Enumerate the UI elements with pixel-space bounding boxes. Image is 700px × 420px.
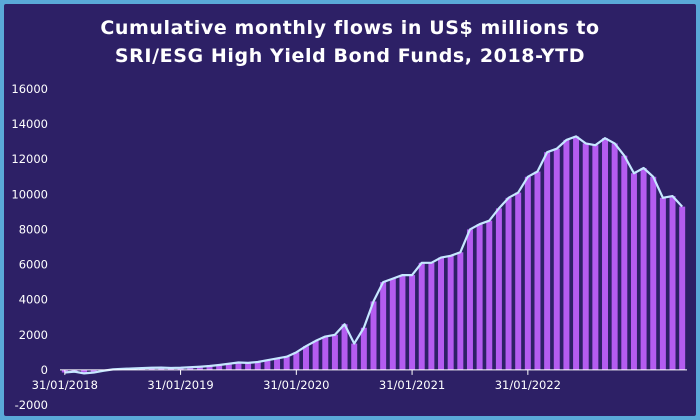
bar-2 [81,369,88,374]
bar-29 [341,324,348,370]
chart-plot: -2000 0 2000 4000 6000 8000 10000 12000 14000 160… [11,82,687,412]
y-tick-label: 0 [41,363,48,377]
bar-42 [466,229,473,370]
bar-44 [486,220,493,370]
bar-20 [254,361,261,370]
x-tick-label: 31/01/2021 [379,378,445,392]
bar-38 [428,262,435,370]
bar-3 [90,369,97,373]
y-axis-ticks: -2000 0 2000 4000 6000 8000 10000 12000 14000 160… [11,82,48,412]
x-tick-label: 31/01/2018 [32,378,98,392]
y-tick-label: 10000 [11,187,48,201]
bar-31 [360,327,367,370]
chart-title: Cumulative monthly flows in US$ millions… [4,14,696,70]
y-tick-label: 2000 [19,328,48,342]
bar-24 [293,352,300,370]
bar-64 [679,206,686,370]
bar-17 [225,363,232,370]
series-line [64,135,683,375]
bar-55 [592,145,599,370]
bar-21 [264,360,271,370]
bar-37 [418,262,425,370]
bar-28 [331,334,338,370]
bar-39 [438,257,445,370]
bar-51 [553,148,560,370]
bar-50 [544,152,551,370]
bar-23 [283,356,290,370]
bar-19 [245,362,252,370]
y-tick-label: 4000 [19,293,48,307]
bar-46 [505,197,512,370]
bar-53 [573,136,580,370]
bar-18 [235,362,242,370]
chart-frame: Cumulative monthly flows in US$ millions… [4,4,696,416]
bar-52 [563,139,570,370]
bar-15 [206,366,213,370]
bar-60 [640,168,647,370]
bar-26 [312,340,319,370]
bar-34 [389,278,396,370]
bar-49 [534,171,541,370]
bar-63 [669,196,676,370]
bar-22 [274,358,281,370]
bar-54 [582,143,589,370]
bar-61 [650,176,657,370]
y-tick-label: -2000 [15,398,48,412]
bar-25 [302,346,309,370]
x-tick-label: 31/01/2022 [495,378,561,392]
bar-30 [351,343,358,370]
bar-40 [447,255,454,370]
bar-27 [322,336,329,370]
x-axis-ticks: 31/01/2018 31/01/2019 31/01/2020 31/01/2021… [32,369,561,392]
bar-35 [399,275,406,370]
bar-10 [158,367,165,370]
bar-45 [495,208,502,370]
bar-62 [659,197,666,370]
y-tick-label: 16000 [11,82,48,96]
y-tick-label: 14000 [11,117,48,131]
bar-58 [621,155,628,370]
bar-56 [602,138,608,370]
bars-group [61,136,686,374]
y-tick-label: 6000 [19,258,48,272]
bar-33 [380,282,387,370]
bar-16 [216,364,223,370]
bar-14 [196,366,203,370]
bar-48 [524,176,531,370]
bar-41 [457,252,464,370]
bar-13 [187,367,194,370]
bar-43 [476,224,483,370]
bar-36 [409,275,416,370]
y-tick-label: 12000 [11,152,48,166]
bar-32 [370,301,377,370]
x-tick-label: 31/01/2020 [263,378,329,392]
bar-57 [611,143,618,370]
x-tick-label: 31/01/2019 [147,378,213,392]
y-tick-label: 8000 [19,222,48,236]
chart-title-line-1: Cumulative monthly flows in US$ millions… [100,17,600,39]
bar-47 [515,192,522,370]
bar-59 [630,173,637,370]
chart-title-line-2: SRI/ESG High Yield Bond Funds, 2018-YTD [114,45,586,67]
